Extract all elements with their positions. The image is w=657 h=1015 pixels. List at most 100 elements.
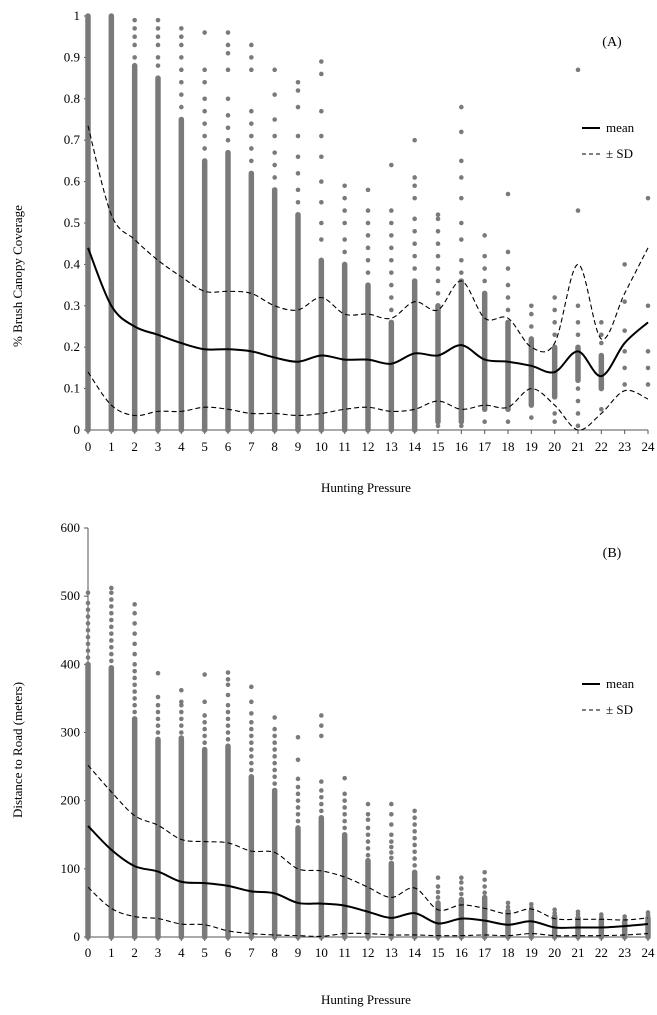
panel-b-data-point — [109, 610, 114, 616]
panel-a-data-point — [645, 349, 651, 354]
panel-b-x-tick-label: 17 — [478, 945, 492, 960]
panel-a-data-point — [435, 212, 441, 218]
panel-a-data-point — [225, 137, 231, 143]
panel-a-data-point — [389, 208, 394, 213]
panel-b-data-point — [319, 713, 324, 718]
panel-b-x-axis-title: Hunting Pressure — [321, 992, 411, 1007]
panel-a-data-point — [435, 291, 441, 296]
panel-a-data-point — [342, 237, 347, 242]
panel-b-data-point — [155, 670, 161, 676]
panel-a-data-point — [552, 295, 557, 300]
panel-a-data-point — [599, 340, 604, 346]
panel-a-mean-line — [87, 247, 649, 378]
panel-a-x-tick-label: 15 — [432, 439, 445, 454]
panel-b-data-point — [529, 901, 534, 907]
panel-b-data-point — [272, 767, 277, 773]
panel-b-data-point — [319, 733, 324, 739]
panel-b-data-point — [295, 805, 301, 810]
panel-a-data-point — [295, 104, 301, 110]
panel-a-data-point — [272, 150, 277, 155]
panel-b-data-point — [179, 699, 184, 705]
panel-a-data-point — [132, 26, 137, 31]
panel-b-data-point — [342, 791, 347, 797]
panel-b-data-point — [155, 716, 161, 722]
panel-a-x-axis-title: Hunting Pressure — [321, 480, 411, 495]
panel-b-x-tick-label: 13 — [385, 945, 398, 960]
panel-b-x-tick-label: 8 — [271, 945, 278, 960]
panel-b-data-point — [575, 909, 581, 915]
panel-b-y-tick-label: 100 — [61, 861, 81, 876]
panel-b-y-tick-label: 300 — [61, 725, 81, 740]
panel-a-data-point — [202, 121, 207, 126]
panel-a-data-point — [295, 171, 301, 176]
panel-a-data-point — [552, 307, 557, 313]
panel-a-y-tick-label: 0.3 — [64, 298, 80, 313]
panel-b-x-tick-label: 20 — [548, 945, 561, 960]
panel-a-data-point — [132, 17, 137, 23]
panel-a-data-point — [319, 133, 324, 139]
panel-a-data-point — [225, 113, 231, 118]
panel-a-data-point — [389, 220, 394, 226]
panel-b-x-tick-label: 24 — [642, 945, 656, 960]
panel-b-data-point — [295, 784, 301, 790]
panel-a-data-point — [505, 249, 511, 255]
panel-a-data-point — [412, 175, 417, 180]
panel-b-data-point — [412, 808, 417, 814]
panel-b-data-point — [295, 757, 301, 763]
panel-b-data-point — [225, 702, 231, 708]
panel-a-data-point — [272, 133, 277, 139]
panel-a-data-point — [295, 187, 301, 193]
panel-a-x-tick-label: 11 — [338, 439, 351, 454]
panel-b-x-tick-label: 6 — [225, 945, 232, 960]
panel-b-data-point — [85, 641, 91, 647]
panel-a-data-point — [249, 121, 254, 126]
panel-a-data-point — [389, 270, 394, 275]
panel-a-data-point — [529, 303, 534, 309]
panel-b-y-tick-label: 500 — [61, 588, 81, 603]
panel-b-data-point — [412, 849, 417, 855]
panel-b-data-point — [225, 692, 231, 698]
panel-b-data-point — [249, 754, 254, 759]
panel-b-data-point — [482, 890, 487, 895]
panel-b-data-point — [132, 709, 137, 715]
panel-b-data-point — [85, 655, 91, 660]
panel-b: (B) Hunting Pressure Distance to Road (m… — [10, 520, 655, 1007]
panel-a-data-point — [459, 220, 464, 226]
panel-a-data-point — [645, 382, 651, 387]
panel-b-data-point — [132, 668, 137, 674]
panel-b-data-point — [132, 641, 137, 647]
panel-a-data-point — [342, 195, 347, 201]
panel-b-data-point — [482, 877, 487, 883]
panel-b-data-point — [272, 774, 277, 780]
panel-a-data-point — [459, 195, 464, 201]
panel-a-sd-upper-line — [87, 125, 649, 353]
panel-a-data-point — [132, 55, 137, 60]
panel-b-data-point — [109, 658, 114, 664]
panel-b-data-point — [342, 825, 347, 831]
panel-b-y-tick-label: 400 — [61, 656, 81, 671]
panel-a-data-point — [179, 42, 184, 48]
panel-b-data-point — [599, 912, 604, 917]
panel-a-data-point — [575, 208, 581, 213]
panel-a-data-point — [552, 332, 557, 338]
panel-b-data-point — [109, 651, 114, 657]
panel-a-x-tick-label: 22 — [595, 439, 608, 454]
panel-b-data-point — [295, 734, 301, 740]
panel-b-data-point — [389, 850, 394, 855]
panel-b-data-point — [109, 631, 114, 636]
panel-b-legend-label: ± SD — [606, 702, 633, 717]
panel-b-data-point — [225, 682, 231, 688]
panel-b-x-tick-label: 4 — [178, 945, 185, 960]
panel-a-data-point — [132, 34, 137, 39]
panel-b-x-tick-label: 14 — [408, 945, 422, 960]
panel-a-data-point — [319, 154, 324, 160]
panel-a-data-point — [599, 320, 604, 325]
panel-a-data-point — [365, 270, 371, 275]
panel-a-data-point — [202, 67, 207, 73]
panel-b-x-tick-label: 15 — [432, 945, 445, 960]
panel-a-data-point — [575, 386, 581, 391]
panel-a-data-point — [459, 270, 464, 275]
panel-a-data-point — [412, 137, 417, 143]
panel-a-y-tick-label: 0.4 — [64, 256, 81, 271]
panel-a-data-point — [389, 307, 394, 313]
